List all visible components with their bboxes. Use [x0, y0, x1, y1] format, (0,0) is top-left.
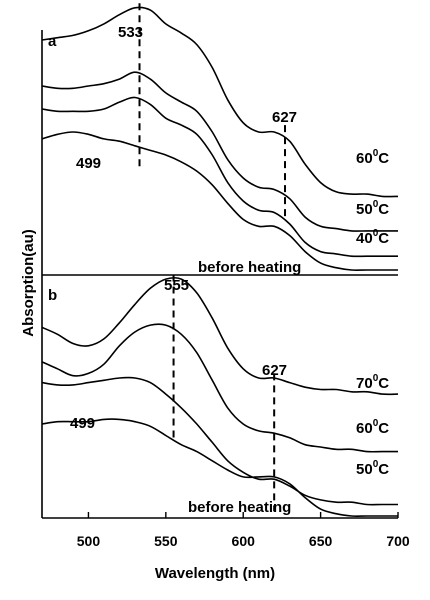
- peak-label-b-499: 499: [70, 415, 95, 432]
- series-label-b-2: 500C: [356, 459, 389, 478]
- series-label-b-3: before heating: [188, 499, 291, 516]
- x-tick-label: 550: [154, 533, 178, 549]
- x-tick-label: 500: [77, 533, 101, 549]
- series-label-b-0: 700C: [356, 373, 389, 392]
- series-line-b-3: [41, 418, 398, 517]
- panel-a: a 600C 500C 400C before heating 533 627 499: [41, 3, 399, 276]
- series-label-a-3: before heating: [198, 259, 301, 276]
- peak-label-b-627: 627: [262, 362, 287, 379]
- peak-label-b-555: 555: [164, 277, 189, 294]
- axes: [41, 30, 398, 519]
- panel-label-b: b: [48, 287, 57, 304]
- series-line-b-1: [41, 323, 398, 453]
- series-label-a-1: 500C: [356, 199, 389, 218]
- series-label-a-0: 600C: [356, 148, 389, 167]
- series-line-a-1: [41, 71, 398, 232]
- series-label-b-1: 600C: [356, 418, 389, 437]
- x-axis-title: Wavelength (nm): [155, 565, 275, 582]
- series-line-a-2: [41, 96, 398, 258]
- series-line-a-0: [41, 6, 399, 198]
- peak-label-a-533: 533: [118, 24, 143, 41]
- panel-b: b 700C 600C 500C before heating 555 627 499: [41, 274, 399, 517]
- series-line-b-2: [41, 376, 398, 506]
- series-label-a-2: 400C: [356, 228, 389, 247]
- peak-label-a-627: 627: [272, 109, 297, 126]
- y-axis-title: Absorption(au): [20, 229, 37, 336]
- series-line-a-3: [41, 131, 398, 271]
- peak-label-a-499: 499: [76, 155, 101, 172]
- panel-label-a: a: [48, 33, 57, 50]
- x-tick-label: 700: [386, 533, 410, 549]
- series-line-b-0: [41, 276, 399, 396]
- x-tick-label: 600: [232, 533, 256, 549]
- x-tick-label: 650: [309, 533, 333, 549]
- x-ticks: 500 550 600 650 700: [77, 512, 410, 549]
